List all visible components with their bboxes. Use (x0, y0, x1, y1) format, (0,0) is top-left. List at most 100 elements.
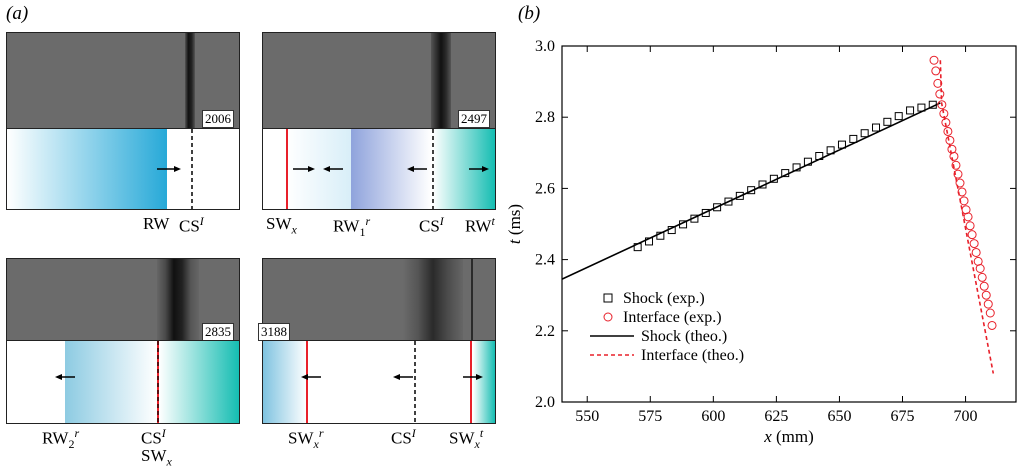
shock-exp-point (656, 231, 665, 240)
shock-exp-point (735, 191, 744, 200)
y-tick-label: 2.4 (535, 252, 555, 269)
interface-exp-point (939, 109, 949, 119)
frame3-label-rw2: RW2r (42, 426, 80, 452)
frame2-label-sw: SWx (266, 214, 297, 237)
legend-swatch-square (603, 293, 613, 303)
shock-exp-point (747, 186, 756, 195)
y-tick-label: 2.0 (535, 394, 555, 411)
x-tick-label: 625 (764, 408, 788, 425)
frame1-number: 2006 (202, 110, 234, 128)
plot-frame: 550 575 600 625 650 675 700 2.0 2.2 2.4 2.6 2.8 3.0 x… (505, 38, 1017, 446)
frame4-thin-line (471, 259, 473, 341)
frame4-shock-band (403, 259, 463, 341)
frame3-gradient-a (65, 341, 157, 423)
frame3-photo (6, 258, 240, 342)
shock-exp-point (633, 243, 642, 252)
shock-exp-point (906, 106, 915, 115)
interface-exp-point (949, 151, 959, 161)
interface-exp-point (985, 308, 995, 318)
interface-exp-point (975, 264, 985, 273)
frame1-markers (157, 129, 193, 209)
series-line-3 (939, 60, 995, 374)
rarefaction-gradient (7, 129, 167, 209)
panel-b-label: (b) (518, 3, 541, 24)
frame3-label-cs: CSI (141, 426, 166, 448)
interface-exp-point (957, 187, 967, 197)
frame2-number: 2497 (458, 110, 490, 128)
shock-exp-point (849, 134, 858, 143)
shock-exp-point (690, 214, 699, 223)
shock-exp-point (837, 140, 846, 149)
series-line-2 (562, 102, 941, 280)
frame1-diagram (6, 128, 240, 210)
shock-exp-point (826, 146, 835, 155)
chart-legend: Shock (exp.) Interface (exp.) Shock (theo.… (590, 290, 744, 364)
x-tick-label: 675 (891, 408, 915, 425)
interface-exp-point (931, 66, 941, 76)
frame4-label-swr: SWxr (288, 426, 324, 452)
frame4-photo (262, 258, 496, 342)
frame4-markers (301, 341, 483, 423)
interface-exp-point (963, 212, 973, 222)
interface-exp-point (951, 160, 961, 170)
frame2-shock-band (431, 33, 451, 129)
frame2-markers (286, 129, 489, 209)
y-tick-label: 2.2 (535, 323, 555, 340)
legend-label: Interface (exp.) (623, 309, 722, 326)
interface-exp-point (941, 118, 951, 128)
shock-exp-point (713, 203, 722, 212)
shock-exp-point (860, 129, 869, 138)
shock-exp-point (758, 180, 767, 189)
interface-exp-point (953, 169, 963, 179)
interface-exp-point (967, 230, 977, 240)
interface-exp-point (929, 55, 939, 65)
interface-exp-point (935, 89, 945, 99)
frame2-label-cs: CSI (419, 214, 444, 236)
shock-exp-point (792, 163, 801, 172)
x-axis-label: x (mm) (763, 427, 814, 446)
frame1-label-cs: CSI (179, 214, 204, 236)
shock-exp-point (815, 152, 824, 161)
shock-exp-point (917, 103, 926, 112)
frame3-number: 2835 (202, 323, 234, 341)
frame4-gradient-a (263, 341, 307, 423)
frame2-label-rwt: RWt (465, 214, 495, 236)
x-tick-label: 700 (954, 408, 978, 425)
frame2-label-rw1: RW1r (333, 214, 371, 240)
frame4-gradient-b (473, 341, 495, 423)
shock-exp-point (667, 226, 676, 235)
plot-border (561, 45, 1017, 403)
x-tick-label: 600 (701, 408, 725, 425)
shock-exp-point (679, 220, 688, 229)
interface-exp-point (933, 78, 943, 88)
frame3-markers (55, 341, 159, 423)
frame3-diagram (6, 340, 240, 424)
interface-exp-point (965, 221, 975, 231)
frame4-label-swt: SWxt (449, 426, 484, 452)
y-tick-label: 3.0 (535, 38, 555, 55)
interface-exp-point (981, 290, 991, 300)
frame4-number: 3188 (258, 323, 290, 341)
y-tick-label: 2.8 (535, 109, 555, 126)
shock-exp-point (701, 208, 710, 217)
x-tick-label: 575 (638, 408, 662, 425)
interface-exp-point (979, 281, 989, 291)
shock-exp-point (769, 174, 778, 183)
interface-exp-point (945, 135, 955, 145)
legend-label: Interface (theo.) (641, 347, 744, 364)
frame3-label-sw: SWx (141, 446, 172, 469)
frame4-label-cs: CSI (391, 426, 416, 448)
interface-exp-point (943, 126, 953, 136)
shock-exp-point (724, 197, 733, 206)
frame2-diagram (262, 128, 496, 210)
frame3-shock-band (157, 259, 199, 341)
legend-swatch-circle (603, 312, 613, 322)
interface-exp-point (969, 239, 979, 249)
shock-exp-point (781, 169, 790, 178)
interface-exp-point (987, 320, 997, 330)
x-tick-label: 550 (575, 408, 599, 425)
shock-exp-point (883, 117, 892, 126)
interface-exp-point (937, 100, 947, 110)
frame1-photo (6, 32, 240, 130)
